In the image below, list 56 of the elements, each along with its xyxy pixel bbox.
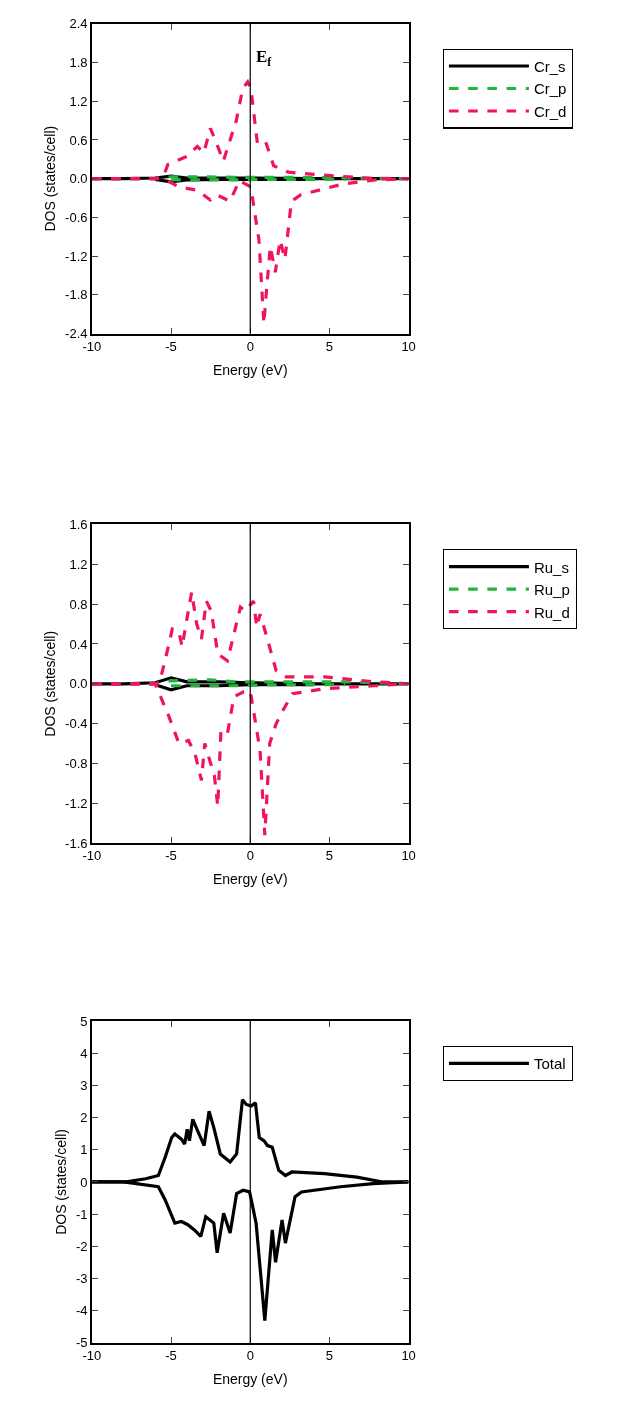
y-tick-label: -2: [75, 1238, 88, 1254]
text: Ru_p: [533, 581, 570, 599]
y-tick-label: -4: [75, 1303, 88, 1319]
ref-line-label: E$_{f}$: [256, 47, 273, 69]
y-tick-label: 1.6: [69, 517, 88, 533]
x-tick-label: 5: [325, 338, 334, 354]
y-tick-label: -0.4: [65, 716, 88, 732]
x-tick-label: 0: [246, 338, 254, 354]
text: Cr_p: [533, 80, 567, 98]
x-axis-title: Energy (eV): [212, 361, 288, 378]
x-tick-label: -5: [165, 1348, 177, 1364]
y-tick-label: -1: [75, 1206, 88, 1222]
x-tick-label: 0: [246, 848, 254, 864]
y-tick-label: 2.4: [69, 16, 88, 32]
x-tick-label: 10: [401, 338, 416, 354]
x-tick-label: 5: [325, 848, 334, 864]
y-tick-label: 2: [80, 1110, 88, 1126]
x-tick-label: 0: [246, 1348, 254, 1364]
x-tick-label: 5: [325, 1348, 334, 1364]
text: Cr_d: [533, 102, 567, 120]
y-tick-label: 0.0: [69, 171, 88, 187]
text: Ru_d: [533, 603, 570, 621]
x-tick-label: -5: [165, 848, 177, 864]
y-tick-label: -1.2: [65, 248, 88, 264]
y-tick-label: 0.6: [69, 132, 88, 148]
x-tick-label: 10: [401, 848, 416, 864]
x-tick-label: -10: [82, 1348, 102, 1364]
y-tick-label: 0.4: [69, 636, 88, 652]
text: Cr_s: [533, 57, 566, 75]
y-axis-title: DOS (states/cell): [42, 125, 59, 232]
y-tick-label: 0.0: [69, 676, 88, 692]
y-axis-title: DOS (states/cell): [53, 1129, 70, 1235]
y-tick-label: -3: [75, 1270, 88, 1286]
y-tick-label: -1.8: [65, 287, 88, 303]
x-tick-label: -5: [165, 338, 177, 354]
y-tick-label: -5: [75, 1335, 88, 1351]
y-tick-label: -1.6: [65, 835, 88, 851]
y-tick-label: 1: [80, 1142, 88, 1158]
y-tick-label: 1.2: [69, 556, 88, 572]
y-tick-label: -1.2: [65, 795, 88, 811]
x-axis-title: Energy (eV): [212, 871, 288, 888]
y-tick-label: 0.8: [69, 596, 88, 612]
text: Total: [533, 1055, 566, 1073]
y-tick-label: 0: [80, 1174, 88, 1190]
x-axis-title: Energy (eV): [212, 1370, 288, 1387]
x-tick-label: -10: [82, 848, 102, 864]
y-tick-label: -0.6: [65, 209, 88, 225]
text: Ru_s: [533, 558, 569, 576]
y-tick-label: -0.8: [65, 755, 88, 771]
y-tick-label: 1.8: [69, 55, 88, 71]
y-tick-label: 1.2: [69, 93, 88, 109]
x-tick-label: 10: [401, 1348, 416, 1364]
y-tick-label: 4: [80, 1045, 88, 1061]
y-tick-label: 5: [80, 1013, 88, 1029]
y-tick-label: 3: [80, 1078, 88, 1094]
y-axis-title: DOS (states/cell): [42, 630, 59, 737]
